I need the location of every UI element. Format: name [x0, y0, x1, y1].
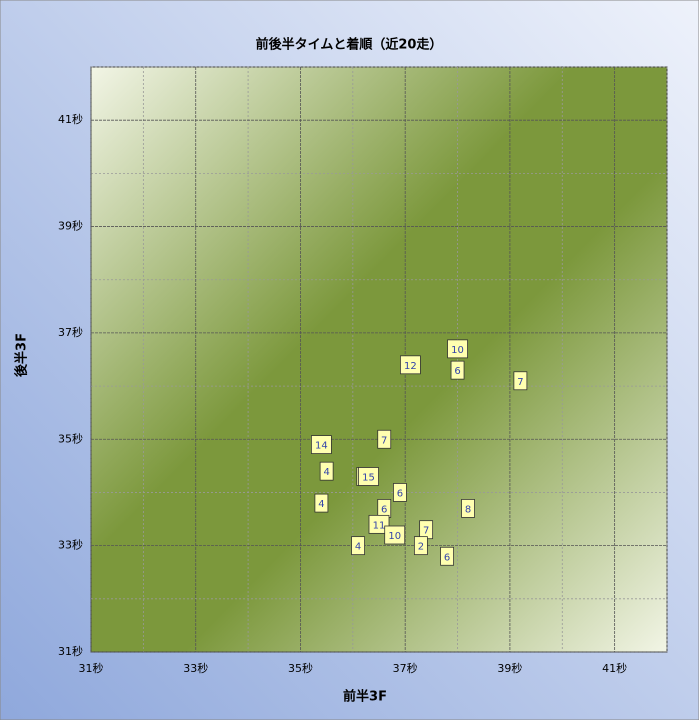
point-label: 8	[465, 504, 471, 515]
point-marker	[400, 355, 421, 375]
point-label: 6	[444, 552, 450, 563]
y-tick-label: 33秒	[58, 538, 83, 552]
point-marker	[440, 546, 454, 566]
chart-title: 前後半タイムと着順（近20走）	[256, 37, 443, 53]
point-label: 6	[397, 488, 403, 499]
point-marker	[368, 514, 390, 534]
point-label: 7	[423, 526, 429, 537]
point-label: 4	[318, 499, 324, 510]
point-marker	[447, 339, 468, 359]
point-label: 14	[315, 441, 328, 452]
point-marker	[310, 435, 332, 454]
point-label: 4	[355, 542, 361, 553]
point-marker	[351, 536, 365, 556]
x-axis-label: 前半3F	[343, 689, 387, 705]
y-tick-label: 39秒	[58, 219, 83, 233]
point-marker	[384, 525, 406, 545]
x-tick-label: 41秒	[602, 661, 627, 675]
y-tick-label: 41秒	[58, 112, 83, 126]
point-marker	[319, 461, 334, 481]
x-tick-label: 33秒	[183, 661, 208, 675]
point-label: 10	[451, 345, 464, 356]
y-tick-label: 31秒	[58, 644, 83, 658]
x-tick-label: 39秒	[497, 661, 522, 675]
point-label: 15	[362, 473, 375, 484]
point-label: 6	[381, 504, 387, 515]
point-marker	[461, 499, 475, 518]
y-tick-label: 37秒	[58, 325, 83, 339]
point-marker	[413, 536, 428, 556]
point-label: 6	[454, 366, 460, 377]
point-label: 2	[418, 542, 424, 553]
y-axis-label: 後半3F	[14, 333, 30, 377]
point-marker	[450, 360, 465, 380]
point-marker	[377, 429, 392, 449]
point-label: 10	[388, 531, 401, 542]
point-label: 11	[373, 520, 386, 531]
x-tick-label: 37秒	[393, 661, 418, 675]
point-label: 7	[517, 377, 523, 388]
point-marker	[314, 493, 329, 513]
point-label: 7	[381, 435, 387, 446]
x-tick-label: 31秒	[79, 661, 104, 675]
plot-area	[90, 66, 668, 653]
point-marker	[358, 467, 379, 486]
y-tick-label: 35秒	[58, 431, 83, 445]
point-marker	[513, 371, 528, 391]
x-tick-label: 35秒	[288, 661, 313, 675]
point-label: 4	[323, 467, 329, 478]
point-marker	[393, 483, 407, 502]
point-label: 12	[404, 361, 417, 372]
